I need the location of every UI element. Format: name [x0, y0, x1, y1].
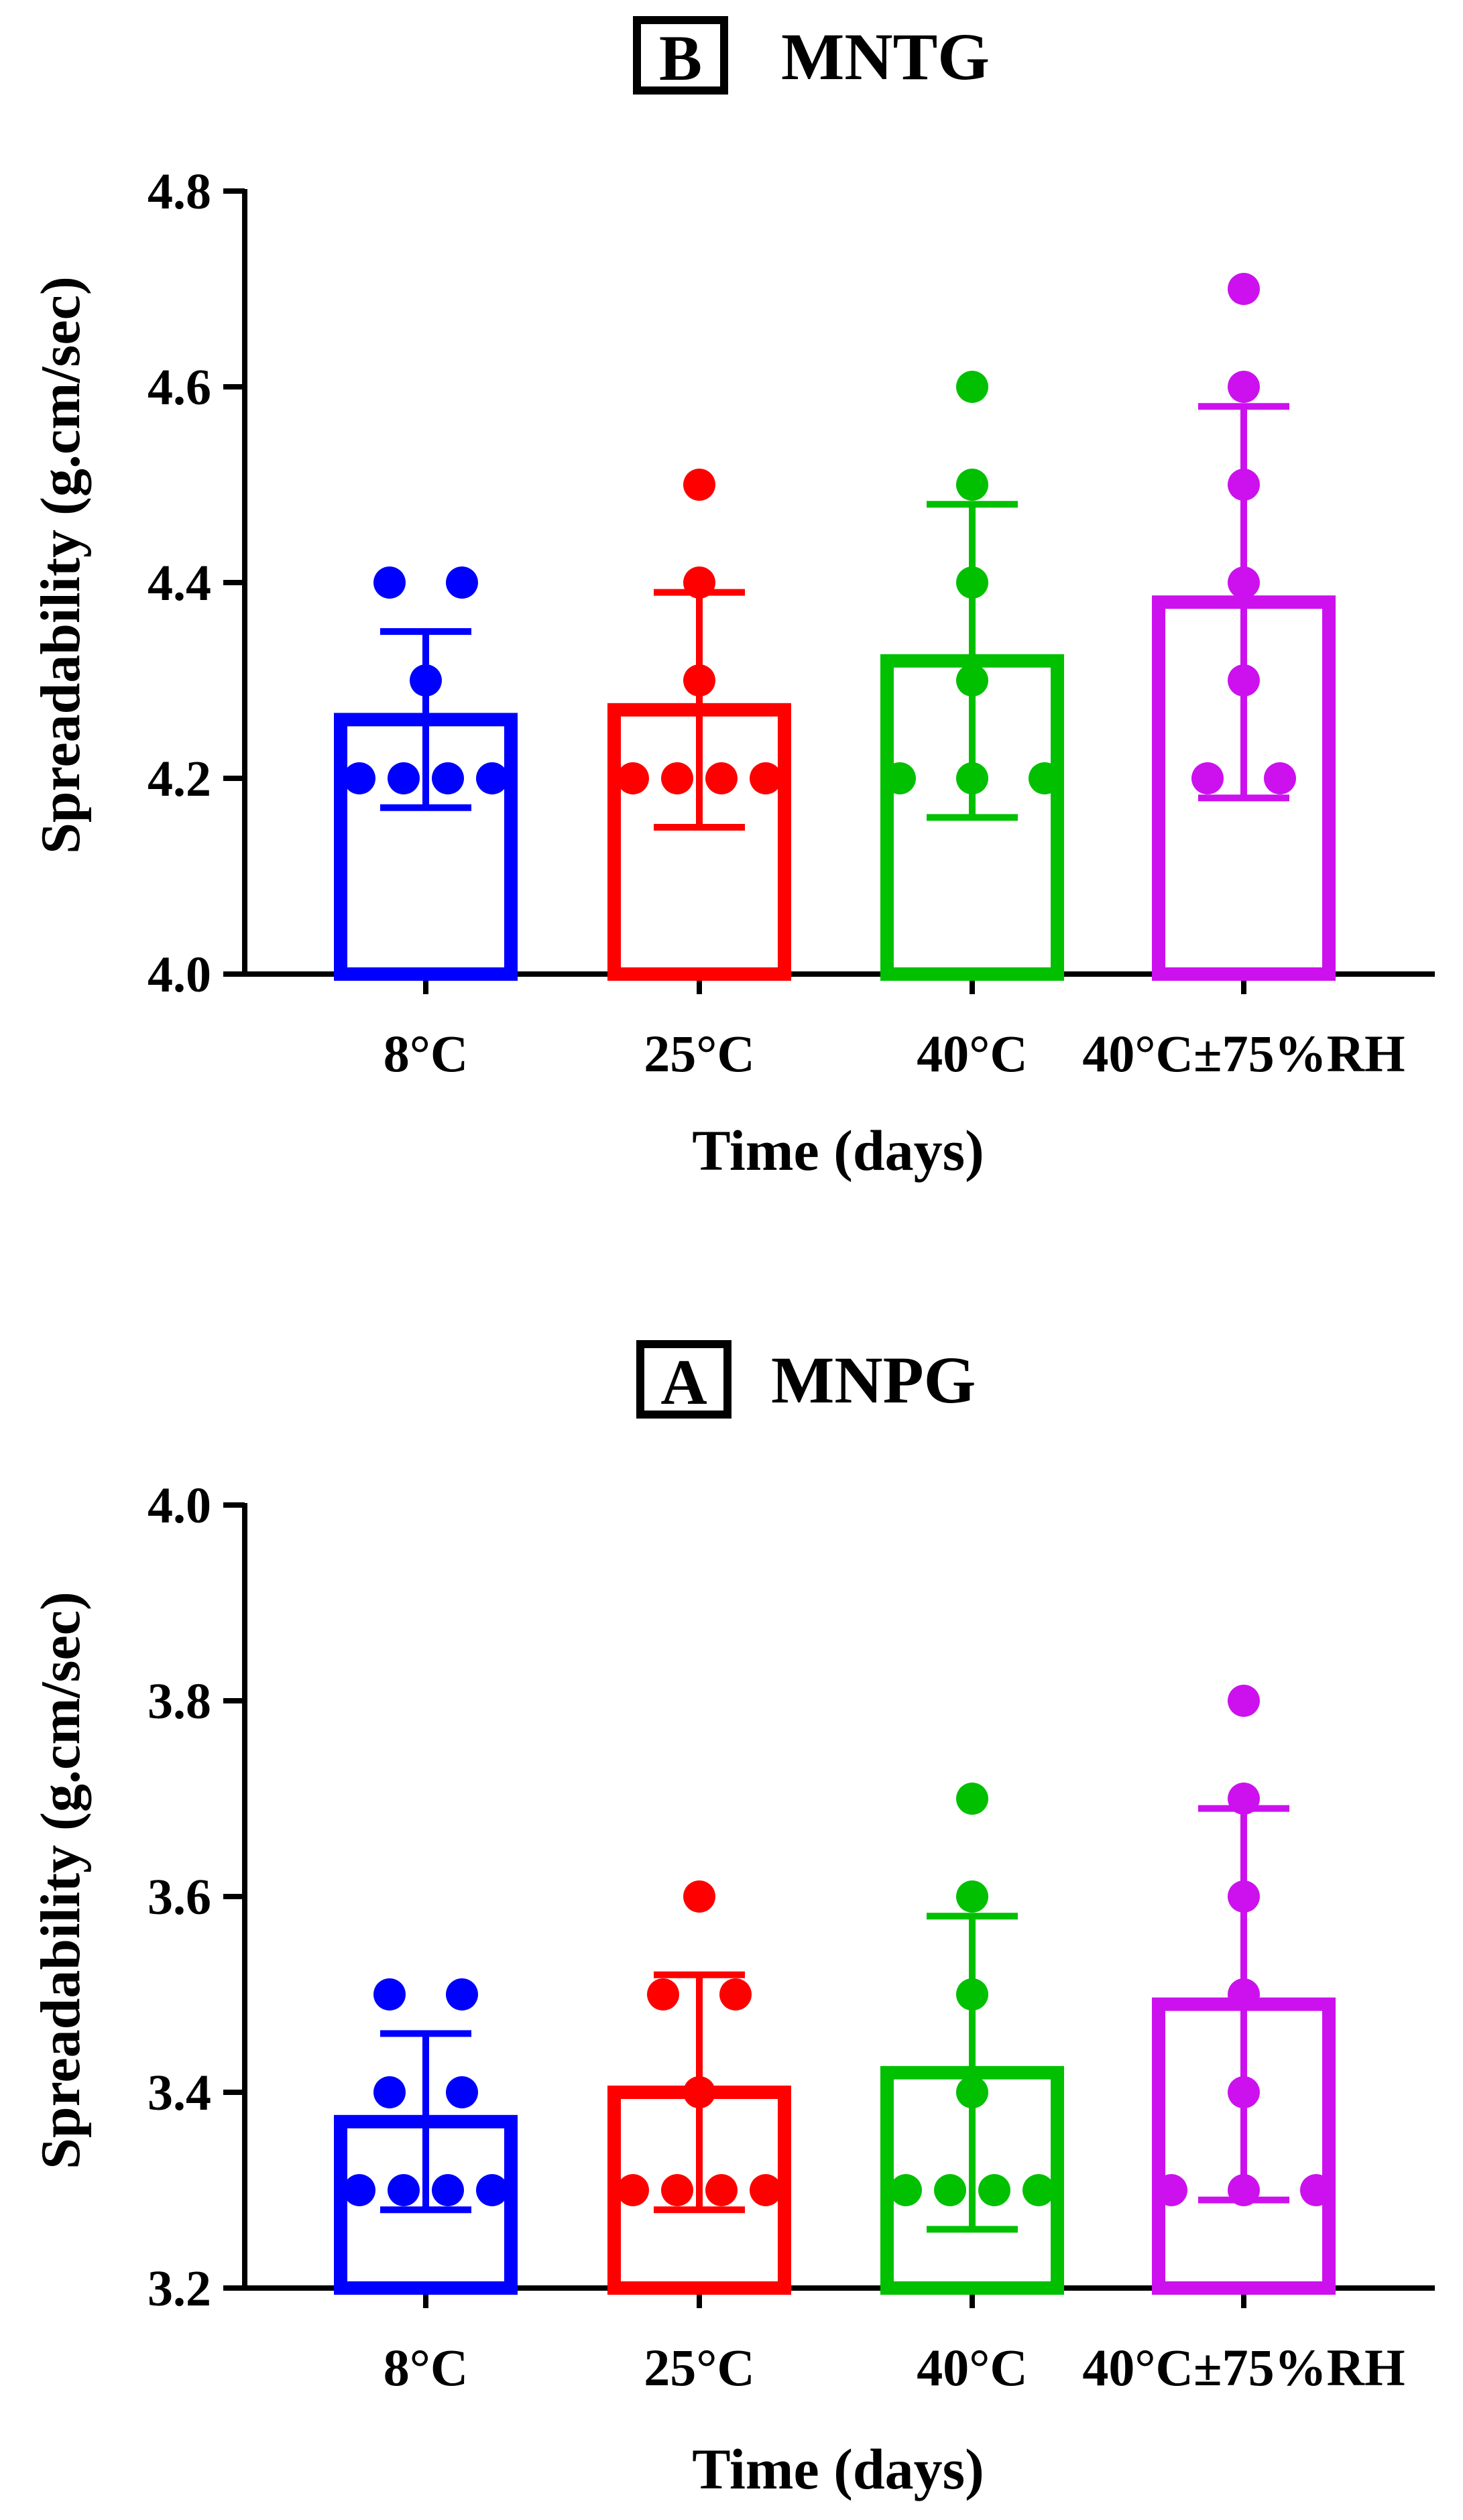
data-point [934, 2174, 966, 2206]
data-point [683, 664, 715, 697]
data-point [446, 2076, 478, 2108]
x-tick-label: 8°C [384, 2338, 469, 2397]
x-tick-label: 40°C±75%RH [1082, 2338, 1405, 2397]
data-point [1191, 762, 1224, 794]
chart-panel-mntg: B MNTG Spreadability (g.cm/sec) Time (da… [30, 16, 1435, 1183]
data-point [661, 2174, 693, 2206]
data-point [476, 762, 508, 794]
data-point [750, 762, 782, 794]
data-point [1155, 2174, 1187, 2206]
panel-label: B [659, 22, 702, 94]
data-point [956, 371, 988, 403]
y-tick-label: 3.4 [148, 2065, 211, 2121]
data-point [719, 1978, 752, 2011]
data-point [683, 469, 715, 501]
data-point [1300, 2174, 1332, 2206]
data-point [1228, 2174, 1260, 2206]
y-tick-label: 4.2 [148, 751, 211, 807]
data-point [1228, 1783, 1260, 1815]
y-axis-label: Spreadability (g.cm/sec) [30, 276, 92, 854]
data-point [683, 566, 715, 599]
data-point [1022, 2174, 1055, 2206]
data-point [956, 1783, 988, 1815]
data-point [388, 2174, 420, 2206]
data-point [705, 762, 738, 794]
y-axis-label: Spreadability (g.cm/sec) [30, 1592, 92, 2169]
data-point [1228, 2076, 1260, 2108]
plot-area: 4.0 4.2 4.4 4.6 4.8 8°C 25°C 40°C 40°C±75%RH [148, 164, 1435, 1083]
y-tick-label: 4.4 [148, 555, 211, 611]
data-point [1228, 1685, 1260, 1717]
data-point [343, 762, 375, 794]
chart-panel-mnpg: A MNPG Spreadability (g.cm/sec) Time (da… [30, 1340, 1435, 2501]
data-point [1029, 762, 1061, 794]
panel-label: A [660, 1346, 707, 1418]
data-point [617, 2174, 649, 2206]
data-point [1228, 1978, 1260, 2011]
data-point [956, 1978, 988, 2011]
chart-title: MNPG [771, 1343, 976, 1417]
x-tick-label: 8°C [384, 1024, 469, 1083]
data-point [1228, 1880, 1260, 1913]
data-point [956, 2076, 988, 2108]
data-point [956, 1880, 988, 1913]
data-point [956, 664, 988, 697]
data-point [373, 2076, 406, 2108]
data-point [683, 2076, 715, 2108]
data-point [1228, 664, 1260, 697]
panel-label-box [636, 1340, 731, 1419]
data-point [1228, 371, 1260, 403]
x-tick-label: 25°C [644, 2338, 755, 2397]
data-point [343, 2174, 375, 2206]
y-tick-label: 3.6 [148, 1869, 211, 1925]
data-point [956, 469, 988, 501]
x-axis-label: Time (days) [692, 2437, 984, 2501]
data-point [705, 2174, 738, 2206]
data-point [956, 762, 988, 794]
x-tick-label: 25°C [644, 1024, 755, 1083]
data-point [978, 2174, 1010, 2206]
y-tick-label: 4.0 [148, 947, 211, 1003]
data-point [410, 664, 442, 697]
data-point [1228, 273, 1260, 305]
data-point [683, 1880, 715, 1913]
data-point [373, 566, 406, 599]
data-point [388, 762, 420, 794]
y-tick-label: 3.2 [148, 2261, 211, 2317]
y-tick-label: 4.0 [148, 1478, 211, 1534]
panel-label-box [633, 16, 728, 95]
data-point [476, 2174, 508, 2206]
data-point [956, 566, 988, 599]
y-tick-label: 3.8 [148, 1673, 211, 1730]
data-point [1228, 566, 1260, 599]
plot-area: 3.2 3.4 3.6 3.8 4.0 8°C 25°C 40°C 40°C±75%RH [148, 1478, 1435, 2397]
y-tick-label: 4.6 [148, 359, 211, 416]
data-point [373, 1978, 406, 2011]
data-point [647, 1978, 679, 2011]
data-point [432, 762, 464, 794]
data-point [446, 1978, 478, 2011]
data-point [432, 2174, 464, 2206]
chart-title: MNTG [781, 19, 990, 94]
x-axis-label: Time (days) [692, 1118, 984, 1183]
data-point [884, 762, 916, 794]
data-point [890, 2174, 922, 2206]
data-point [446, 566, 478, 599]
data-point [617, 762, 649, 794]
x-tick-label: 40°C [917, 2338, 1028, 2397]
data-point [1264, 762, 1296, 794]
data-point [750, 2174, 782, 2206]
data-point [1228, 469, 1260, 501]
x-tick-label: 40°C [917, 1024, 1028, 1083]
y-tick-label: 4.8 [148, 164, 211, 220]
data-point [661, 762, 693, 794]
x-tick-label: 40°C±75%RH [1082, 1024, 1405, 1083]
